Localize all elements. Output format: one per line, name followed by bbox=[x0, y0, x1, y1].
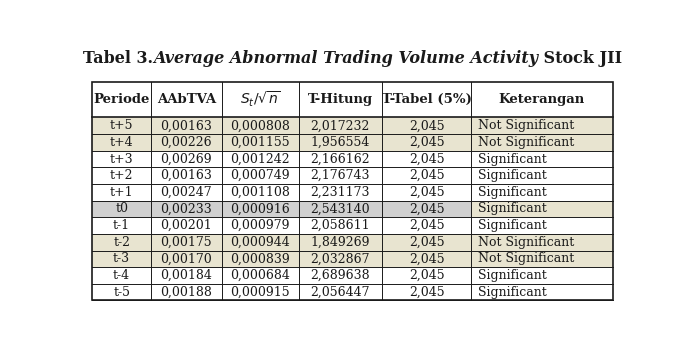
Text: t+3: t+3 bbox=[110, 153, 133, 166]
Text: Stock JII: Stock JII bbox=[538, 50, 622, 67]
Text: 0,00269: 0,00269 bbox=[160, 153, 212, 166]
Bar bbox=[92, 167, 471, 184]
Bar bbox=[471, 151, 613, 167]
Bar bbox=[92, 184, 471, 201]
Text: t-1: t-1 bbox=[113, 219, 130, 232]
Text: 0,000916: 0,000916 bbox=[230, 202, 290, 215]
Text: Significant: Significant bbox=[477, 202, 546, 215]
Text: 2,689638: 2,689638 bbox=[310, 269, 370, 282]
Bar bbox=[471, 201, 613, 217]
Text: 0,00247: 0,00247 bbox=[160, 186, 212, 199]
Text: 2,017232: 2,017232 bbox=[310, 119, 370, 132]
Text: t-3: t-3 bbox=[113, 252, 130, 265]
Text: Keterangan: Keterangan bbox=[499, 93, 585, 106]
Text: 2,176743: 2,176743 bbox=[310, 169, 370, 182]
Bar bbox=[92, 118, 471, 134]
Text: 2,045: 2,045 bbox=[409, 186, 444, 199]
Text: t+4: t+4 bbox=[110, 136, 133, 149]
Bar bbox=[471, 251, 613, 267]
Text: 0,00170: 0,00170 bbox=[160, 252, 212, 265]
Text: 2,045: 2,045 bbox=[409, 219, 444, 232]
Text: Average Abnormal Trading Volume Activity: Average Abnormal Trading Volume Activity bbox=[153, 50, 538, 67]
Text: 2,045: 2,045 bbox=[409, 236, 444, 249]
Text: 0,000749: 0,000749 bbox=[230, 169, 290, 182]
Text: $\mathit{S_t}/\sqrt{\mathit{n}}$: $\mathit{S_t}/\sqrt{\mathit{n}}$ bbox=[240, 90, 281, 109]
Text: 0,00175: 0,00175 bbox=[160, 236, 212, 249]
Text: 2,056447: 2,056447 bbox=[310, 286, 370, 299]
Text: 0,001108: 0,001108 bbox=[230, 186, 290, 199]
Text: 2,032867: 2,032867 bbox=[310, 252, 370, 265]
Text: Not Significant: Not Significant bbox=[477, 119, 574, 132]
Text: t-5: t-5 bbox=[113, 286, 130, 299]
Text: 1,849269: 1,849269 bbox=[310, 236, 370, 249]
Text: Significant: Significant bbox=[477, 286, 546, 299]
Bar bbox=[471, 217, 613, 234]
Text: 0,00226: 0,00226 bbox=[160, 136, 212, 149]
Text: 2,045: 2,045 bbox=[409, 136, 444, 149]
Text: 0,000944: 0,000944 bbox=[230, 236, 290, 249]
Text: AAbTVA: AAbTVA bbox=[157, 93, 216, 106]
Text: t0: t0 bbox=[115, 202, 128, 215]
Bar bbox=[92, 217, 471, 234]
Bar bbox=[471, 167, 613, 184]
Text: Significant: Significant bbox=[477, 269, 546, 282]
Bar bbox=[92, 201, 471, 217]
Text: 0,00163: 0,00163 bbox=[160, 119, 213, 132]
Bar bbox=[92, 267, 471, 284]
Text: 0,000808: 0,000808 bbox=[230, 119, 290, 132]
Bar bbox=[92, 82, 613, 118]
Text: 2,045: 2,045 bbox=[409, 286, 444, 299]
Text: 0,001155: 0,001155 bbox=[230, 136, 290, 149]
Bar bbox=[92, 151, 471, 167]
Text: 0,00163: 0,00163 bbox=[160, 169, 213, 182]
Text: Significant: Significant bbox=[477, 169, 546, 182]
Text: 2,231173: 2,231173 bbox=[310, 186, 370, 199]
Text: Significant: Significant bbox=[477, 153, 546, 166]
Bar bbox=[471, 284, 613, 300]
Text: 0,00201: 0,00201 bbox=[160, 219, 212, 232]
Text: t+5: t+5 bbox=[110, 119, 133, 132]
Text: t+1: t+1 bbox=[110, 186, 133, 199]
Bar bbox=[471, 184, 613, 201]
Text: Significant: Significant bbox=[477, 219, 546, 232]
Text: Periode: Periode bbox=[94, 93, 150, 106]
Bar bbox=[92, 284, 471, 300]
Bar bbox=[92, 234, 471, 251]
Bar bbox=[92, 82, 613, 300]
Text: 0,000684: 0,000684 bbox=[230, 269, 290, 282]
Text: 2,045: 2,045 bbox=[409, 153, 444, 166]
Text: 2,166162: 2,166162 bbox=[310, 153, 370, 166]
Text: t-4: t-4 bbox=[113, 269, 130, 282]
Text: 2,045: 2,045 bbox=[409, 169, 444, 182]
Text: 2,058611: 2,058611 bbox=[310, 219, 370, 232]
Text: 0,000915: 0,000915 bbox=[230, 286, 290, 299]
Bar bbox=[471, 134, 613, 151]
Text: 0,001242: 0,001242 bbox=[230, 153, 290, 166]
Text: T-Hitung: T-Hitung bbox=[308, 93, 373, 106]
Text: 0,00233: 0,00233 bbox=[160, 202, 212, 215]
Text: 0,00188: 0,00188 bbox=[160, 286, 213, 299]
Text: Not Significant: Not Significant bbox=[477, 136, 574, 149]
Text: 0,000839: 0,000839 bbox=[230, 252, 290, 265]
Text: 0,000979: 0,000979 bbox=[230, 219, 290, 232]
Text: 2,045: 2,045 bbox=[409, 252, 444, 265]
Bar bbox=[471, 234, 613, 251]
Text: 0,00184: 0,00184 bbox=[160, 269, 213, 282]
Text: Tabel 3.: Tabel 3. bbox=[83, 50, 153, 67]
Bar bbox=[92, 134, 471, 151]
Bar bbox=[471, 118, 613, 134]
Bar bbox=[471, 267, 613, 284]
Text: Not Significant: Not Significant bbox=[477, 236, 574, 249]
Text: 1,956554: 1,956554 bbox=[310, 136, 370, 149]
Text: 2,543140: 2,543140 bbox=[310, 202, 370, 215]
Text: Significant: Significant bbox=[477, 186, 546, 199]
Text: 2,045: 2,045 bbox=[409, 202, 444, 215]
Bar bbox=[92, 251, 471, 267]
Text: T-Tabel (5%): T-Tabel (5%) bbox=[382, 93, 471, 106]
Text: t-2: t-2 bbox=[113, 236, 130, 249]
Text: t+2: t+2 bbox=[110, 169, 133, 182]
Text: 2,045: 2,045 bbox=[409, 119, 444, 132]
Text: Not Significant: Not Significant bbox=[477, 252, 574, 265]
Text: 2,045: 2,045 bbox=[409, 269, 444, 282]
